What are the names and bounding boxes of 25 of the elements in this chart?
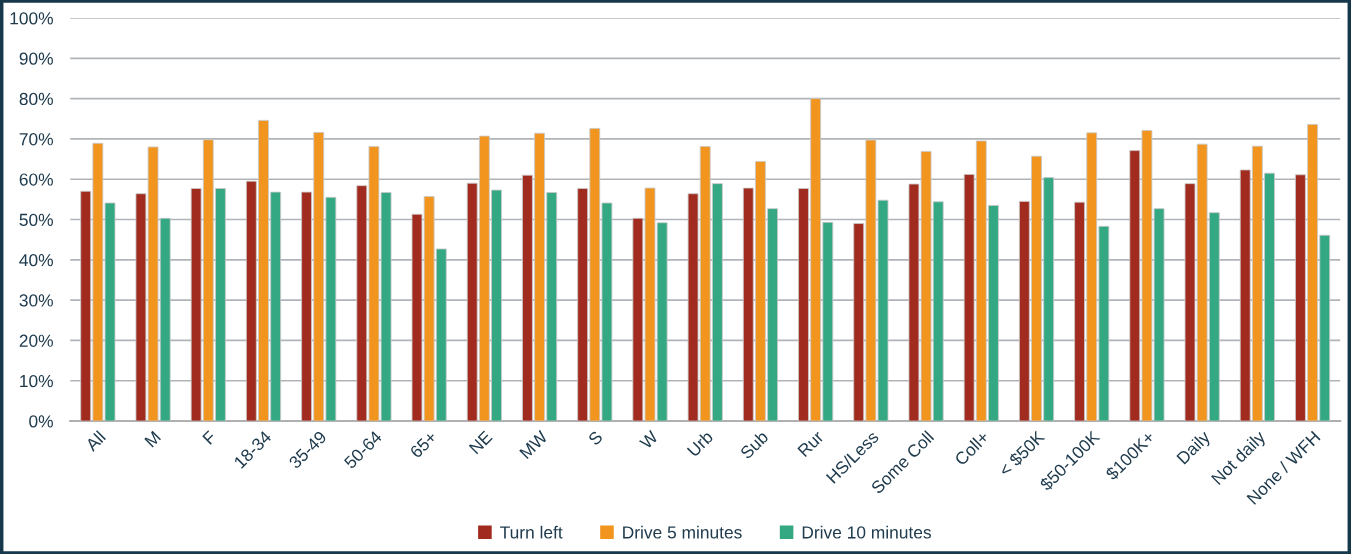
x-tick-label: Urb	[686, 429, 714, 458]
y-tick-label: 60%	[19, 173, 53, 186]
x-tick-label: Rur	[797, 430, 825, 458]
y-tick-label: 50%	[19, 213, 53, 226]
y-tick-label: 30%	[19, 294, 53, 307]
x-tick-label: 65+	[409, 430, 438, 459]
y-tick-label: 0%	[29, 415, 53, 428]
y-tick-label: 10%	[20, 374, 53, 388]
x-tick-label: W	[638, 429, 659, 450]
x-tick-label: All	[84, 430, 106, 452]
y-tick-label: 100%	[10, 12, 53, 25]
x-tick-label: NE	[468, 430, 493, 455]
y-tick-label: 40%	[19, 253, 53, 267]
x-tick-label: MW	[519, 429, 549, 460]
y-tick-label: 90%	[19, 52, 53, 65]
legend-label: Drive 10 minutes	[802, 525, 931, 539]
x-tick-label: Sub	[739, 429, 769, 460]
y-tick-label: 20%	[19, 334, 53, 347]
legend-label: Drive 5 minutes	[623, 525, 742, 539]
x-tick-label: F	[202, 430, 217, 445]
x-tick-label: M	[144, 430, 161, 448]
x-tick-label: S	[587, 430, 604, 447]
legend-label: Turn left	[500, 525, 563, 539]
y-tick-label: 80%	[19, 92, 53, 106]
y-tick-label: 70%	[19, 133, 53, 146]
